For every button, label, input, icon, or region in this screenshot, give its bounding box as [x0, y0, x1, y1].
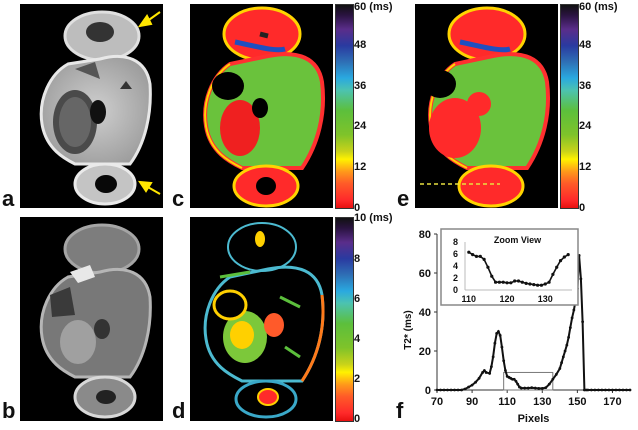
colorbar-d-tick: 6: [354, 293, 361, 305]
svg-text:Pixels: Pixels: [518, 413, 550, 425]
colorbar-d-10ms: [335, 217, 354, 422]
svg-text:2: 2: [453, 273, 458, 283]
colorbar-d-tick: 0: [354, 413, 361, 425]
colorbar-c-tick: 0: [354, 202, 361, 214]
svg-text:150: 150: [568, 396, 586, 408]
panel-label-f: f: [396, 398, 404, 423]
panel-f-line-plot: 0 20 40 60 80 70 90 110 130 150 170 Pixels T2* (ms) 0…: [403, 228, 632, 425]
svg-text:110: 110: [462, 294, 477, 304]
colorbar-d-tick: 10 (ms): [354, 212, 393, 224]
colorbar-c-60ms: [335, 4, 354, 209]
panel-label-d: d: [172, 398, 186, 423]
colorbar-e-tick: 60 (ms): [579, 1, 618, 13]
svg-text:4: 4: [453, 261, 458, 271]
svg-text:20: 20: [419, 346, 431, 358]
arrow-annotations: [137, 11, 161, 195]
svg-text:60: 60: [419, 268, 431, 280]
svg-text:0: 0: [425, 385, 431, 397]
panel-c-image: [190, 4, 333, 208]
svg-text:90: 90: [466, 396, 478, 408]
panel-label-b: b: [2, 398, 16, 423]
svg-text:T2* (ms): T2* (ms): [403, 310, 414, 349]
svg-text:130: 130: [538, 294, 553, 304]
panel-label-e: e: [397, 186, 410, 211]
t2star-color-map: [420, 6, 550, 208]
colorbar-e-tick: 12: [579, 161, 592, 173]
colorbar-d-tick: 8: [354, 253, 361, 265]
panel-label-a: a: [2, 186, 15, 211]
svg-text:0: 0: [453, 285, 458, 295]
colorbar-e-tick: 36: [579, 80, 592, 92]
colorbar-e-60ms: [560, 4, 579, 209]
svg-text:110: 110: [498, 396, 516, 408]
panel-label-c: c: [172, 186, 185, 211]
svg-text:70: 70: [431, 396, 443, 408]
colorbar-d-tick: 4: [354, 333, 361, 345]
panel-a-image: [20, 4, 163, 208]
panel-e-image: [415, 4, 558, 208]
svg-text:170: 170: [603, 396, 621, 408]
svg-text:130: 130: [533, 396, 551, 408]
svg-text:80: 80: [419, 229, 431, 241]
colorbar-c-tick: 12: [354, 161, 367, 173]
panel-d-image: [190, 217, 333, 421]
arrow-icon: [137, 11, 161, 195]
mri-grayscale-anatomy: [39, 223, 152, 419]
svg-text:120: 120: [500, 294, 515, 304]
svg-text:40: 40: [419, 307, 431, 319]
colorbar-e-tick: 24: [579, 120, 592, 132]
svg-text:Zoom View: Zoom View: [494, 235, 542, 245]
t2star-color-map: [203, 6, 325, 208]
colorbar-e-tick: 0: [579, 202, 586, 214]
colorbar-c-tick: 60 (ms): [354, 1, 393, 13]
colorbar-d-tick: 2: [354, 373, 361, 385]
colorbar-e-tick: 48: [579, 39, 592, 51]
t2star-color-map: [203, 222, 325, 419]
colorbar-c-tick: 48: [354, 39, 367, 51]
panel-b-image: [20, 217, 163, 421]
colorbar-c-tick: 24: [354, 120, 367, 132]
mri-grayscale-anatomy: [39, 10, 152, 206]
colorbar-c-tick: 36: [354, 80, 367, 92]
svg-text:8: 8: [453, 237, 458, 247]
svg-text:6: 6: [453, 249, 458, 259]
